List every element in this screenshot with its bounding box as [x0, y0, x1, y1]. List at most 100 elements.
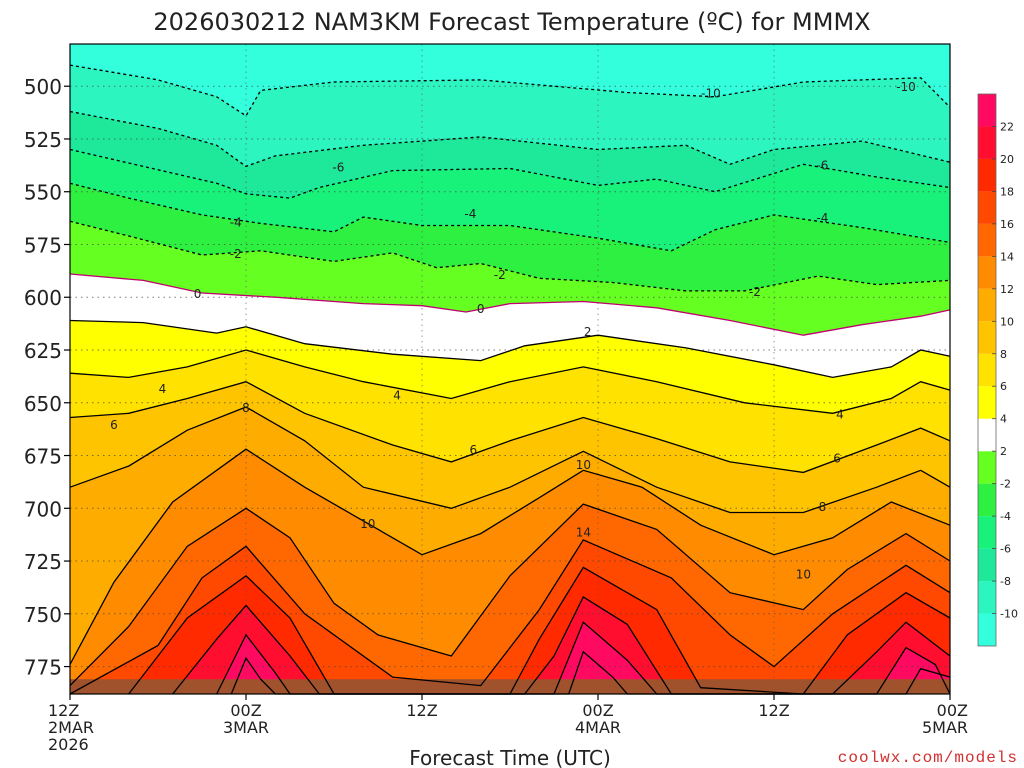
- colorbar-label: 16: [1000, 218, 1014, 231]
- y-tick-label: 550: [24, 181, 62, 205]
- contour-label: 4: [159, 382, 167, 396]
- contour-label: 10: [576, 458, 591, 472]
- contour-line: [69, 182, 951, 252]
- y-tick-label: 725: [24, 550, 62, 574]
- contour-label: 2: [584, 325, 592, 339]
- contour-label: -2: [230, 247, 242, 261]
- colorbar-label: -10: [1000, 608, 1018, 621]
- colorbar-swatch: [978, 256, 996, 289]
- x-tick-label: 00Z: [937, 701, 968, 720]
- contour-label: 6: [833, 452, 841, 466]
- contour-line: [69, 503, 951, 687]
- contour-label: 8: [242, 401, 250, 415]
- contour-label: 8: [819, 500, 827, 514]
- x-tick-label: 4MAR: [575, 718, 621, 737]
- x-tick-label: 2MAR: [48, 718, 94, 737]
- contour-label: -10: [896, 80, 916, 94]
- colorbar-label: 8: [1000, 348, 1007, 361]
- contour-line: [69, 406, 951, 514]
- contour-label: 10: [796, 568, 811, 582]
- colorbar-label: 10: [1000, 315, 1014, 328]
- contour-label: 6: [470, 443, 478, 457]
- colorbar-swatch: [978, 418, 996, 452]
- colorbar-label: -6: [1000, 543, 1011, 556]
- x-tick-label: 12Z: [758, 701, 789, 720]
- colorbar-label: 2: [1000, 445, 1007, 458]
- colorbar-label: 18: [1000, 185, 1014, 198]
- y-tick-label: 750: [24, 603, 62, 627]
- y-tick-label: 575: [24, 233, 62, 257]
- chart-title: 2026030212 NAM3KM Forecast Temperature (…: [153, 8, 870, 36]
- contour-line: [69, 110, 951, 168]
- colorbar-label: 12: [1000, 283, 1014, 296]
- contour-line: [69, 381, 951, 474]
- contour-line: [69, 539, 951, 695]
- contour-line: [69, 319, 951, 379]
- contour-label: 14: [576, 526, 591, 540]
- colorbar-swatch: [978, 548, 996, 582]
- contour-line: [69, 64, 951, 117]
- x-tick-label: 2026: [48, 735, 89, 754]
- contour-label: -2: [494, 268, 506, 282]
- contour-label: 0: [194, 287, 202, 301]
- colorbar-swatch: [978, 581, 996, 614]
- x-axis-label: Forecast Time (UTC): [409, 746, 611, 768]
- y-tick-label: 625: [24, 339, 62, 363]
- contour-line: [172, 595, 951, 695]
- colorbar-label: 6: [1000, 380, 1007, 393]
- x-tick-label: 3MAR: [223, 718, 269, 737]
- x-tick-label: 00Z: [230, 701, 261, 720]
- colorbar-swatch: [978, 451, 996, 484]
- colorbar-label: 14: [1000, 250, 1014, 263]
- x-tick-label: 00Z: [582, 701, 613, 720]
- credit-text: coolwx.com/models: [838, 749, 1018, 767]
- terrain-ground: [70, 679, 950, 694]
- y-tick-label: 650: [24, 392, 62, 416]
- ground-terrain: [70, 679, 950, 694]
- contour-label: 4: [836, 407, 844, 421]
- contour-label: -10: [701, 87, 721, 101]
- contour-line: [216, 621, 951, 695]
- colorbar-swatch: [978, 613, 996, 646]
- colorbar-swatch: [978, 288, 996, 322]
- contour-label: -6: [332, 160, 344, 174]
- contour-line: [69, 448, 951, 665]
- x-tick-label: 12Z: [48, 701, 79, 720]
- colorbar-swatch: [978, 158, 996, 192]
- colorbar-swatch: [978, 516, 996, 549]
- x-tick-label: 5MAR: [922, 718, 968, 737]
- contour-label: 10: [360, 517, 375, 531]
- pressure-axis: 500 525 550 575 600 625 650 675 700 725 750 775: [24, 75, 70, 680]
- contour-label: -6: [816, 158, 828, 172]
- colorbar-legend: -10 -8 -6 -4 -2 2 4 6 8 10 12 14 16 18 20 22: [977, 93, 1018, 647]
- colorbar-frame: [977, 93, 997, 647]
- plot-frame: [69, 43, 951, 695]
- colorbar-swatch: [978, 321, 996, 354]
- y-tick-label: 675: [24, 445, 62, 469]
- contour-label: -4: [230, 215, 242, 229]
- contour-label: 0: [477, 302, 485, 316]
- temperature-band: [231, 651, 951, 694]
- colorbar-swatch: [978, 94, 996, 127]
- y-tick-label: 775: [24, 656, 62, 680]
- colorbar-label: 20: [1000, 153, 1014, 166]
- y-tick-label: 525: [24, 128, 62, 152]
- y-tick-label: 600: [24, 286, 62, 310]
- temperature-band: [172, 596, 950, 694]
- colorbar-label: -4: [1000, 510, 1011, 523]
- contour-line: [128, 566, 951, 695]
- colorbar-swatch: [978, 126, 996, 159]
- y-tick-label: 500: [24, 75, 62, 99]
- contour-line: [69, 273, 951, 336]
- y-tick-label: 700: [24, 497, 62, 521]
- contour-label: -4: [816, 211, 828, 225]
- contour-lines: [69, 64, 951, 695]
- contour-label: 6: [110, 418, 118, 432]
- colorbar-swatch: [978, 353, 996, 387]
- colorbar-swatch: [978, 191, 996, 224]
- contour-labels: -10 -10 -6 -6 -4 -4 -4 -2 -2 -2 0 0 2 4 4 4 6 6 6 8 8 10 10 10 1…: [110, 80, 916, 582]
- x-tick-label: 12Z: [406, 701, 437, 720]
- colorbar-label: 4: [1000, 413, 1007, 426]
